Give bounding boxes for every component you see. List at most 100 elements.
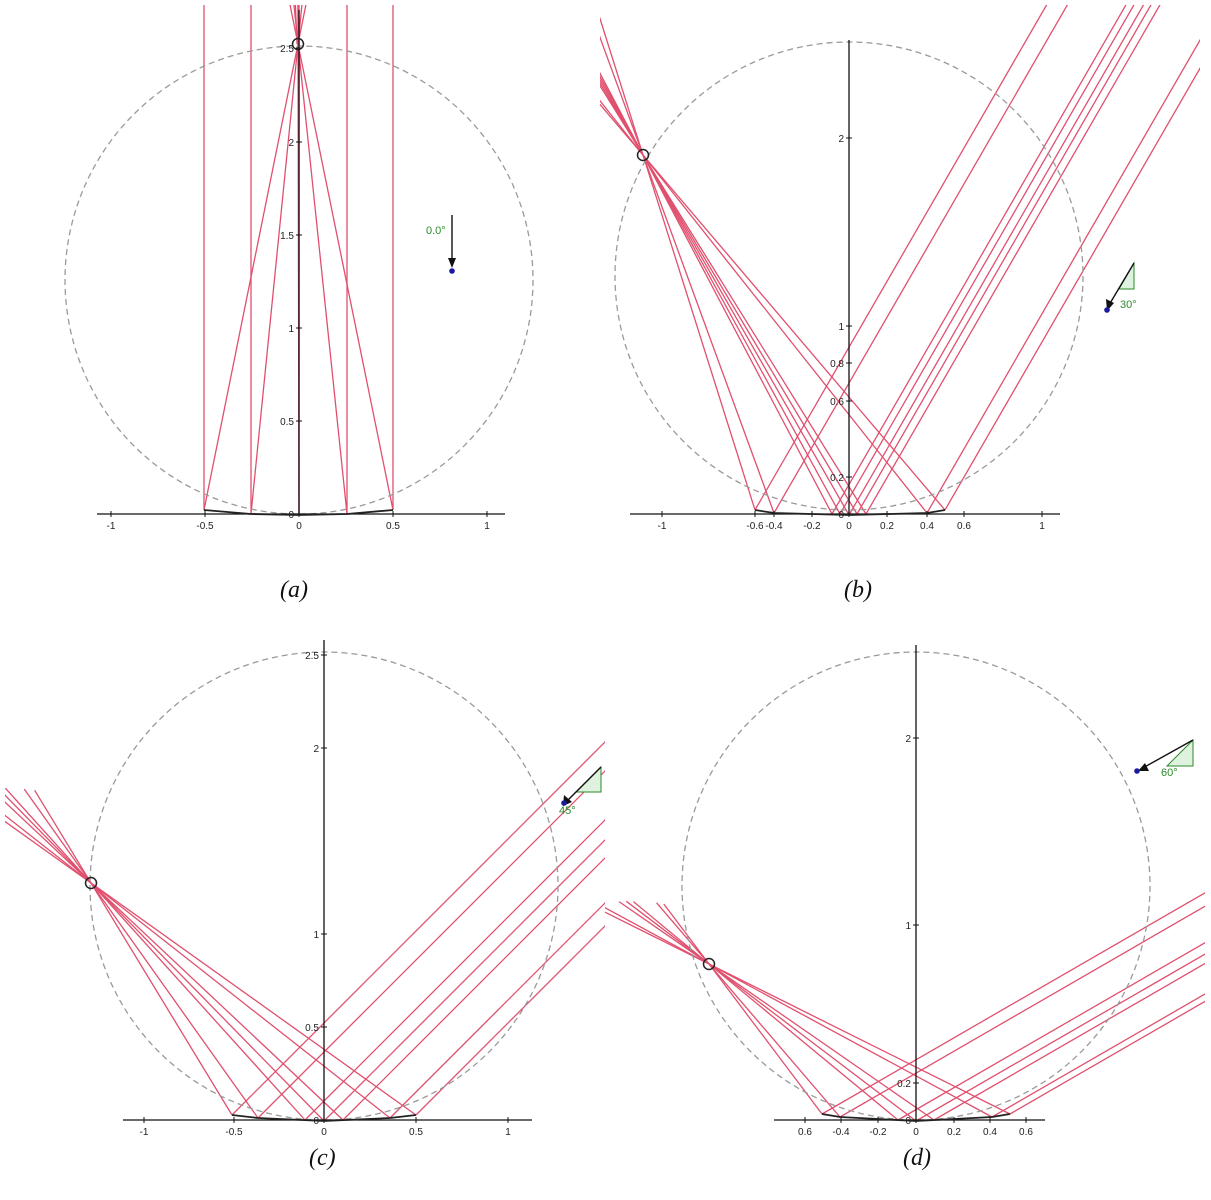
panel-d-caption: (d) — [903, 1145, 931, 1171]
reflected-ray — [600, 81, 858, 515]
incident-ray — [304, 819, 605, 1121]
incident-ray — [415, 925, 605, 1116]
y-tick-label: 1 — [905, 921, 911, 932]
incident-ray — [821, 892, 1205, 1115]
reflected-ray — [600, 16, 756, 511]
panel-c-focus-marker — [84, 876, 98, 890]
x-tick-label: 0.2 — [880, 521, 894, 532]
panel-b-source-point — [1104, 307, 1110, 313]
x-tick-label: -0.4 — [765, 521, 783, 532]
panel-b-diagram: -1 -0.6 -0.4 -0.2 0 0.2 0.4 0.6 100.20.60.812 30… — [600, 5, 1200, 532]
panel-b-angle-label: 30° — [1120, 299, 1137, 311]
panel-d-arrowhead-icon — [1138, 763, 1149, 771]
panel-a-focus-marker — [291, 37, 305, 51]
panel-a-ticks: -1 -0.5 0 0.5 100.511.522.5 — [107, 44, 491, 532]
x-tick-label: -0.2 — [803, 521, 821, 532]
panel-d-diagram: 0.6 -0.4 -0.2 0 0.2 0.4 0.600.212 60° — [605, 645, 1205, 1138]
incident-ray — [856, 5, 1152, 515]
x-tick-label: 0.5 — [386, 521, 400, 532]
panel-d-focus-marker — [702, 957, 716, 971]
reflected-ray — [600, 84, 867, 515]
x-tick-label: 1 — [1039, 521, 1045, 532]
y-tick-label: 1 — [288, 324, 294, 335]
x-tick-label: -0.4 — [832, 1127, 850, 1138]
y-tick-label: 2 — [905, 734, 911, 745]
incident-ray — [323, 839, 605, 1122]
incident-ray — [754, 5, 1048, 511]
panel-d-angle-label: 60° — [1161, 767, 1178, 779]
reflected-ray — [600, 99, 928, 514]
panel-c-angle-label: 45° — [559, 805, 576, 817]
y-tick-label: 2 — [838, 134, 844, 145]
x-tick-label: 1 — [484, 521, 490, 532]
incident-ray — [865, 5, 1161, 515]
x-tick-label: -1 — [658, 521, 667, 532]
y-tick-label: 2 — [313, 744, 319, 755]
x-tick-label: 0.6 — [957, 521, 971, 532]
incident-ray — [257, 770, 605, 1119]
panel-d-mirror — [821, 1113, 1011, 1122]
x-tick-label: 0.4 — [983, 1127, 997, 1138]
panel-c-direction-arrow — [565, 766, 602, 803]
incident-ray — [933, 962, 1205, 1121]
x-tick-label: -0.5 — [225, 1127, 243, 1138]
reflected-ray — [600, 103, 946, 511]
reflected-ray — [294, 5, 298, 45]
x-tick-label: 0 — [846, 521, 852, 532]
incident-ray — [342, 857, 605, 1121]
y-tick-label: 0.5 — [305, 1023, 319, 1034]
x-tick-label: -0.2 — [869, 1127, 887, 1138]
reflected-ray — [600, 78, 850, 516]
panel-b: -1 -0.6 -0.4 -0.2 0 0.2 0.4 0.6 1 0 0.2 0.6 0.8 1 2 30… — [600, 5, 1200, 565]
reflected-ray — [5, 787, 306, 1121]
reflected-ray — [293, 5, 348, 515]
incident-ray — [231, 741, 605, 1116]
reflected-ray — [23, 788, 259, 1119]
x-tick-label: 1 — [505, 1127, 511, 1138]
x-tick-label: -0.6 — [746, 521, 764, 532]
x-tick-label: -1 — [107, 521, 116, 532]
panel-a-caption: (a) — [280, 577, 308, 603]
reflected-ray — [656, 902, 841, 1118]
reflected-ray — [203, 5, 307, 511]
reflected-ray — [632, 901, 899, 1121]
panel-a-diagram: -1 -0.5 0 0.5 100.511.522.5 0.0° — [64, 5, 534, 532]
incident-ray — [831, 5, 1127, 515]
panel-a: -1 -0.5 0 0.5 1 0 0.5 1 1.5 2 2.5 0.0° — [5, 5, 605, 565]
y-tick-label: 2 — [288, 138, 294, 149]
x-tick-label: 0.4 — [920, 521, 934, 532]
incident-ray — [773, 5, 1069, 514]
reflected-ray — [600, 71, 833, 515]
panel-d-direction-arrow — [1140, 739, 1194, 770]
panel-c-rays — [5, 741, 605, 1122]
y-tick-label: 2.5 — [305, 651, 319, 662]
panel-a-mirror — [203, 509, 394, 516]
x-tick-label: 0.5 — [409, 1127, 423, 1138]
reflected-ray — [605, 911, 1011, 1115]
panel-b-focus-marker — [636, 148, 650, 162]
x-tick-label: 0.2 — [947, 1127, 961, 1138]
y-tick-label: 0.2 — [830, 473, 844, 484]
reflected-ray — [618, 901, 935, 1121]
reflected-ray — [605, 907, 993, 1118]
incident-ray — [839, 5, 1135, 515]
panel-c-caption: (c) — [309, 1145, 336, 1171]
reflected-ray — [600, 75, 841, 515]
reflected-ray — [663, 903, 823, 1115]
incident-ray — [926, 38, 1200, 514]
incident-ray — [389, 902, 605, 1119]
panel-d: 0.6 -0.4 -0.2 0 0.2 0.4 0.6 0 0.2 1 2 60° — [605, 640, 1205, 1200]
reflected-ray — [5, 820, 417, 1116]
panel-d-rays — [605, 892, 1205, 1122]
reflected-ray — [625, 900, 917, 1122]
panel-c-source-point — [561, 800, 567, 806]
incident-ray — [848, 5, 1145, 516]
panel-a-arrowhead-icon — [448, 258, 456, 268]
y-tick-label: 2.5 — [280, 44, 294, 55]
reflected-ray — [600, 35, 775, 514]
panel-b-mirror — [754, 509, 946, 516]
panel-b-caption: (b) — [844, 577, 872, 603]
panel-b-direction-arrow — [1108, 262, 1135, 306]
